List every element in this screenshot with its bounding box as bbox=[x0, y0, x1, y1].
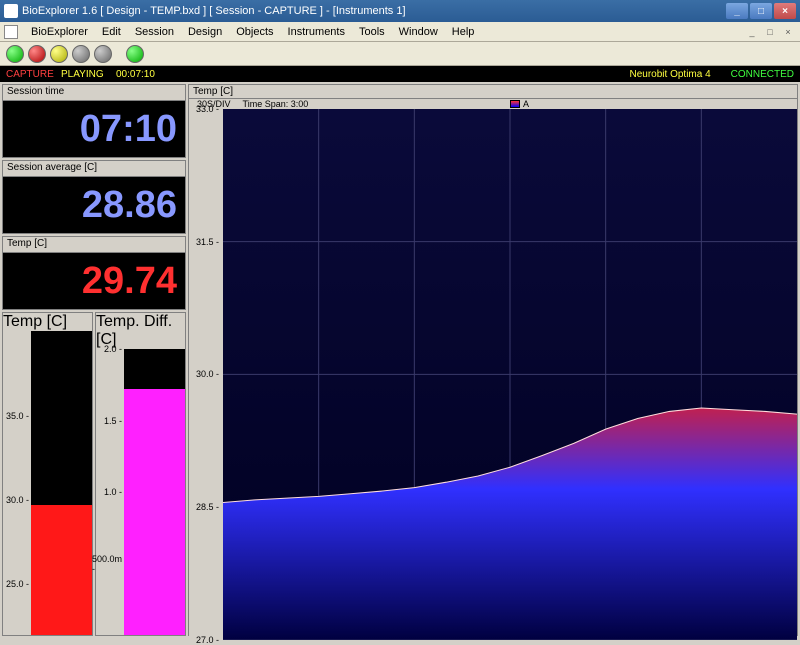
temp-display: 29.74 bbox=[3, 253, 185, 309]
bar-diff-fill bbox=[124, 389, 185, 635]
bar-gauges-row: Temp [C] 35.0 -30.0 -25.0 - Temp. Diff. … bbox=[2, 312, 186, 636]
session-average-display: 28.86 bbox=[3, 177, 185, 233]
panel-session-average: Session average [C] 28.86 bbox=[2, 160, 186, 234]
status-connection: CONNECTED bbox=[731, 69, 794, 80]
status-playing: PLAYING bbox=[61, 69, 116, 80]
window-title: BioExplorer 1.6 [ Design - TEMP.bxd ] [ … bbox=[22, 5, 726, 17]
menu-session[interactable]: Session bbox=[128, 24, 181, 40]
toolbar-btn4[interactable] bbox=[72, 45, 90, 63]
chart-ytick: 30.0 - bbox=[196, 369, 219, 379]
chart-info: 30S/DIV Time Span: 3:00 A bbox=[189, 99, 797, 109]
workspace: Session time 07:10 Session average [C] 2… bbox=[0, 82, 800, 638]
menu-instruments[interactable]: Instruments bbox=[281, 24, 352, 40]
chart-legend: A bbox=[510, 99, 529, 109]
bar-diff-column bbox=[124, 349, 185, 635]
axis-tick: 1.5 - bbox=[104, 416, 122, 426]
session-time-display: 07:10 bbox=[3, 101, 185, 157]
chart-plot[interactable] bbox=[223, 109, 797, 640]
axis-tick: 1.0 - bbox=[104, 487, 122, 497]
toolbar-btn5[interactable] bbox=[94, 45, 112, 63]
bar-panel-temp: Temp [C] 35.0 - 30.0 - 25.0 - bbox=[2, 312, 93, 636]
status-capture: CAPTURE bbox=[6, 69, 61, 80]
toolbar bbox=[0, 42, 800, 66]
chart-ytick: 31.5 - bbox=[196, 237, 219, 247]
mdi-icon bbox=[4, 25, 18, 39]
chart-panel: Temp [C] 30S/DIV Time Span: 3:00 A 33.0 … bbox=[188, 84, 798, 636]
mdi-restore-button[interactable]: □ bbox=[762, 25, 778, 39]
axis-tick: 500.0m - bbox=[92, 554, 122, 574]
axis-tick: 35.0 - bbox=[6, 411, 29, 421]
menu-help[interactable]: Help bbox=[445, 24, 482, 40]
maximize-button[interactable]: □ bbox=[750, 3, 772, 19]
window-titlebar: BioExplorer 1.6 [ Design - TEMP.bxd ] [ … bbox=[0, 0, 800, 22]
menu-window[interactable]: Window bbox=[392, 24, 445, 40]
axis-tick: 25.0 - bbox=[6, 579, 29, 589]
panel-title: Temp [C] bbox=[3, 237, 185, 253]
app-icon bbox=[4, 4, 18, 18]
status-time: 00:07:10 bbox=[116, 69, 630, 80]
toolbar-btn1[interactable] bbox=[6, 45, 24, 63]
chart-title: Temp [C] bbox=[189, 85, 797, 99]
menu-design[interactable]: Design bbox=[181, 24, 229, 40]
panel-title: Session time bbox=[3, 85, 185, 101]
status-device: Neurobit Optima 4 bbox=[630, 69, 711, 80]
menu-bioexplorer[interactable]: BioExplorer bbox=[24, 24, 95, 40]
left-column: Session time 07:10 Session average [C] 2… bbox=[0, 82, 188, 638]
chart-ytick: 33.0 - bbox=[196, 104, 219, 114]
bar-temp-fill bbox=[31, 505, 92, 635]
bar-temp-axis: 35.0 - 30.0 - 25.0 - bbox=[3, 331, 31, 635]
bar-temp-column bbox=[31, 331, 92, 635]
panel-title: Temp [C] bbox=[3, 313, 92, 331]
mdi-close-button[interactable]: × bbox=[780, 25, 796, 39]
menu-edit[interactable]: Edit bbox=[95, 24, 128, 40]
toolbar-btn2[interactable] bbox=[28, 45, 46, 63]
legend-label: A bbox=[523, 99, 529, 109]
panel-title: Session average [C] bbox=[3, 161, 185, 177]
chart-yaxis: 33.0 -31.5 -30.0 -28.5 -27.0 - bbox=[189, 109, 223, 640]
chart-timespan: Time Span: 3:00 bbox=[243, 99, 309, 109]
chart-ytick: 28.5 - bbox=[196, 502, 219, 512]
menu-objects[interactable]: Objects bbox=[229, 24, 280, 40]
legend-swatch-icon bbox=[510, 100, 520, 108]
status-strip: CAPTURE PLAYING 00:07:10 Neurobit Optima… bbox=[0, 66, 800, 82]
minimize-button[interactable]: _ bbox=[726, 3, 748, 19]
axis-tick: 2.0 - bbox=[104, 344, 122, 354]
chart-body: 33.0 -31.5 -30.0 -28.5 -27.0 - bbox=[189, 109, 797, 640]
panel-session-time: Session time 07:10 bbox=[2, 84, 186, 158]
mdi-minimize-button[interactable]: _ bbox=[744, 25, 760, 39]
toolbar-btn3[interactable] bbox=[50, 45, 68, 63]
menu-bar: BioExplorerEditSessionDesignObjectsInstr… bbox=[0, 22, 800, 42]
menu-tools[interactable]: Tools bbox=[352, 24, 392, 40]
axis-tick: 30.0 - bbox=[6, 495, 29, 505]
panel-temp: Temp [C] 29.74 bbox=[2, 236, 186, 310]
bar-panel-diff: Temp. Diff. [C] 2.0 -1.5 -1.0 -500.0m - bbox=[95, 312, 186, 636]
close-button[interactable]: × bbox=[774, 3, 796, 19]
bar-diff-axis: 2.0 -1.5 -1.0 -500.0m - bbox=[96, 349, 124, 635]
toolbar-btn6[interactable] bbox=[126, 45, 144, 63]
